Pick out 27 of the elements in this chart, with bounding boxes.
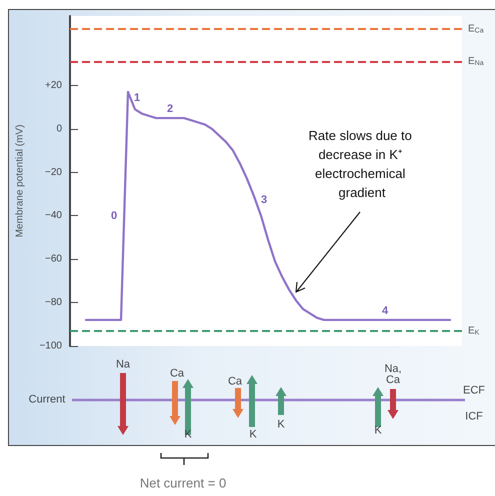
y-axis-title: Membrane potential (mV)	[14, 124, 26, 238]
annotation: 0	[110, 210, 118, 222]
annotation: Rate slows due to decrease in K⁺ electrochemical gradient	[308, 128, 416, 200]
annotation: 4	[382, 305, 389, 317]
text: ECF	[463, 384, 485, 396]
annotation: 2	[166, 103, 174, 115]
y-tick-label: 0	[56, 123, 62, 134]
y-tick-label: −40	[45, 210, 62, 222]
y-tick-label: −60	[45, 254, 62, 265]
text: Na,	[384, 363, 402, 375]
y-tick-label: −80	[45, 297, 62, 308]
text: Na	[116, 358, 130, 370]
text: K	[277, 418, 285, 430]
y-tick-label: −20	[45, 166, 62, 178]
text: Ca	[386, 374, 400, 386]
text: Net current = 0	[140, 476, 226, 490]
line-series	[84, 90, 452, 322]
text: K	[374, 424, 382, 436]
annotation: 3	[260, 194, 268, 206]
text: ICF	[465, 410, 483, 422]
text: Current	[28, 394, 66, 406]
text: Ca	[170, 368, 184, 380]
annotation: 1	[134, 92, 140, 104]
text: K	[249, 428, 257, 440]
y-tick-label: −100	[39, 340, 62, 352]
text: Ca	[228, 376, 242, 388]
y-tick-label: +20	[45, 80, 62, 91]
